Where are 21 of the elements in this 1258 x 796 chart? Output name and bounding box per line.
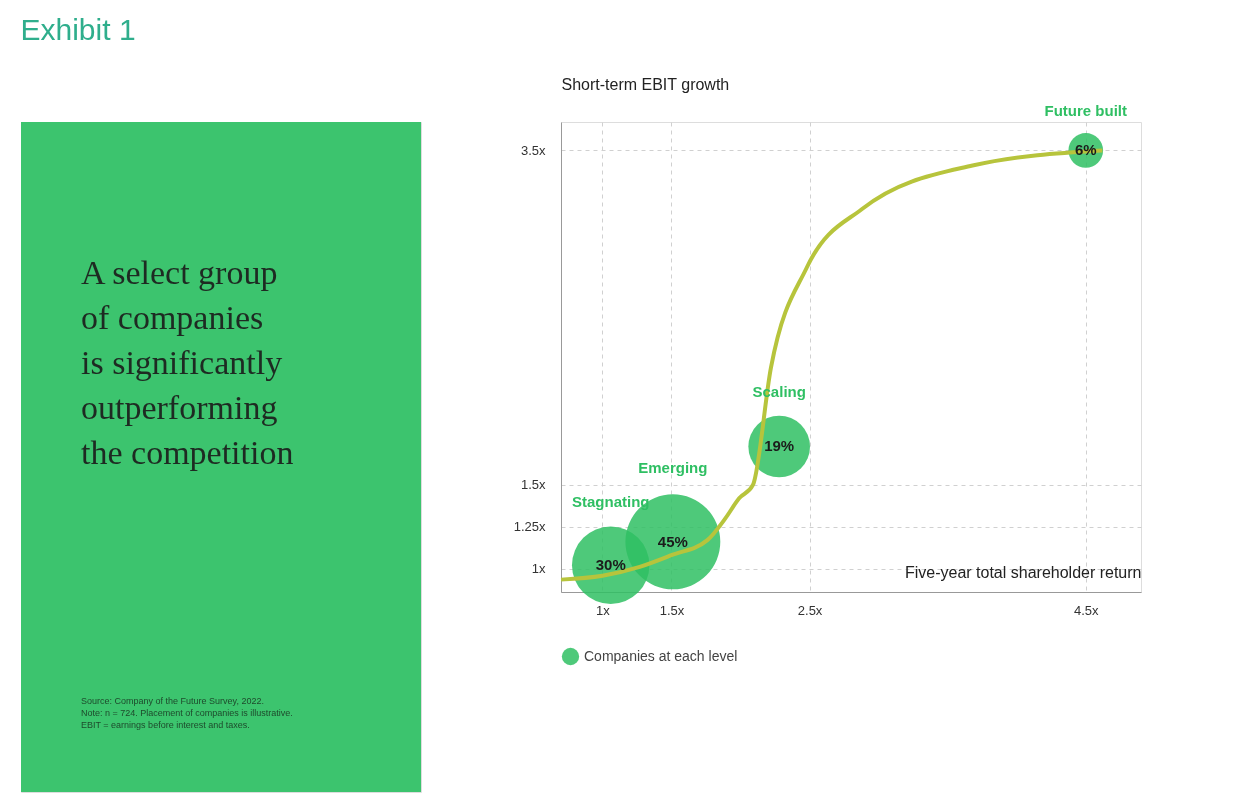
text: Future built — [1044, 101, 1128, 119]
x-tick-label: 1.5x — [659, 602, 685, 618]
data-label: 30% — [595, 556, 626, 574]
x-tick-label: 2.5x — [797, 602, 823, 618]
data-label: 19% — [764, 437, 795, 455]
y-axis-title: Short-term EBIT growth — [561, 75, 730, 93]
x-tick-label: 1x — [596, 602, 611, 618]
y-tick-label: 1x — [531, 561, 546, 577]
annotation: Emerging — [638, 459, 708, 477]
x-axis-title: Five-year total shareholder return — [904, 563, 1142, 581]
y-tick-label: 1.25x — [513, 519, 546, 535]
y-tick-label: 1.5x — [520, 477, 546, 493]
text: Note: n = 724. Placement of companies is illustrative. EBIT = earnings before interest and taxes. — [81, 708, 293, 730]
y-tick-label: 3.5x — [520, 142, 546, 158]
text: A select group of companies is significantly outperforming the competition — [81, 254, 294, 471]
legend-label: Companies at each level — [584, 647, 738, 664]
text: Exhibit 1 — [20, 12, 136, 46]
data-label: 6% — [1074, 141, 1097, 159]
data-label: 45% — [657, 532, 688, 550]
x-tick-label: 4.5x — [1073, 602, 1100, 618]
source-note: Source: Company of the Future Survey, 2022. — [81, 696, 264, 706]
